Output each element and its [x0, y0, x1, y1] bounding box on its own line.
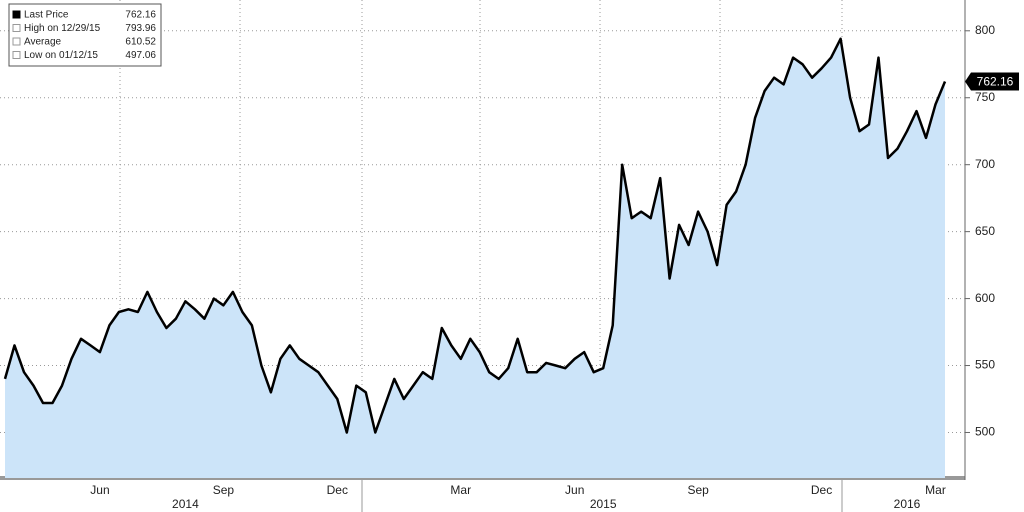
x-tick-label: Jun — [565, 483, 584, 497]
legend: Last Price 762.16 High on 12/29/15 793.96 Av… — [8, 3, 162, 67]
y-tick-label: 600 — [975, 291, 995, 305]
area — [5, 38, 945, 479]
legend-value: 497.06 — [125, 50, 156, 61]
legend-label: Low on 01/12/15 — [24, 50, 98, 61]
y-tick-label: 750 — [975, 90, 995, 104]
legend-icon — [12, 10, 21, 19]
y-tick-label: 800 — [975, 23, 995, 37]
y-tick-label: 650 — [975, 224, 995, 238]
legend-label: Last Price — [24, 10, 69, 21]
last-price-tag — [965, 72, 1019, 91]
y-tick-label: 500 — [975, 425, 995, 439]
legend-value: 610.52 — [125, 37, 156, 48]
y-tick-label: 700 — [975, 157, 995, 171]
price-line — [3, 37, 947, 434]
x-tick-label: Sep — [687, 483, 709, 497]
legend-icon — [12, 24, 21, 32]
legend-value: 762.16 — [125, 10, 156, 21]
x-tick-label: Dec — [811, 483, 832, 497]
legend-box — [8, 3, 162, 67]
x-tick-label: Sep — [213, 483, 235, 497]
last-price-label: 762.16 — [977, 75, 1014, 89]
x-tick-label: Jun — [90, 483, 109, 497]
legend-icon — [12, 37, 21, 46]
year-label: 2014 — [172, 497, 199, 511]
year-label: 2015 — [590, 497, 617, 511]
legend-value: 793.96 — [125, 23, 156, 34]
legend-label: High on 12/29/15 — [24, 23, 101, 34]
year-label: 2016 — [894, 497, 921, 511]
x-tick-label: Mar — [925, 483, 946, 497]
x-tick-label: Dec — [327, 483, 348, 497]
x-tick-label: Mar — [450, 483, 471, 497]
y-tick-label: 550 — [975, 358, 995, 372]
legend-label: Average — [24, 37, 62, 48]
legend-icon — [12, 51, 21, 59]
